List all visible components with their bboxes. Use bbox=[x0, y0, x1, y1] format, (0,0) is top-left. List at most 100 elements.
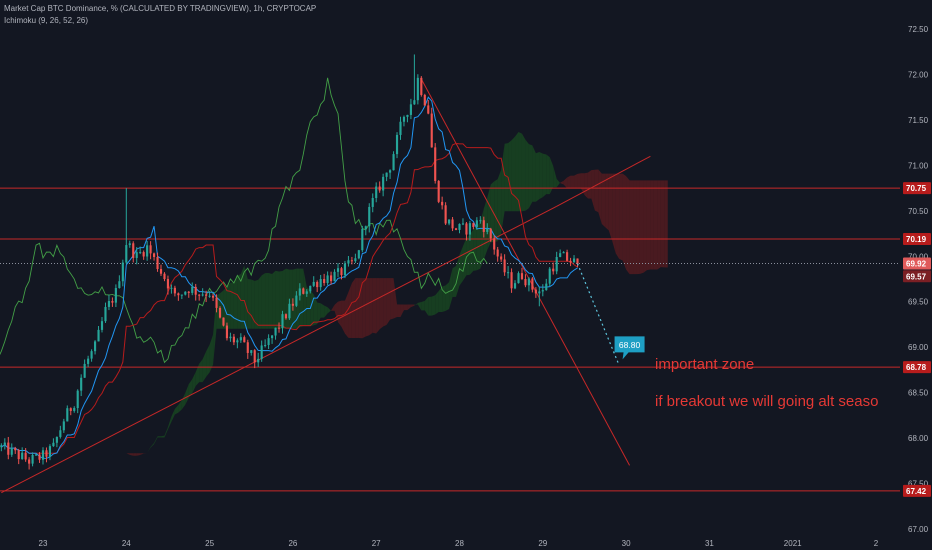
cloud-segment bbox=[379, 278, 384, 330]
candle-body bbox=[465, 223, 468, 235]
candle-body bbox=[302, 288, 305, 294]
cloud-segment bbox=[348, 282, 352, 338]
cloud-segment bbox=[515, 132, 519, 212]
annotations: important zone if breakout we will going … bbox=[655, 356, 878, 410]
candle-body bbox=[270, 335, 274, 339]
cloud-segment bbox=[226, 282, 231, 329]
candle-body bbox=[76, 390, 79, 409]
candle-body bbox=[45, 450, 48, 457]
candle-body bbox=[368, 206, 371, 227]
candle-body bbox=[500, 256, 503, 260]
candle-body bbox=[274, 327, 277, 336]
candle-body bbox=[458, 223, 461, 230]
cloud-segment bbox=[435, 291, 439, 315]
cloud-segment bbox=[532, 145, 536, 202]
candle-body bbox=[545, 283, 548, 291]
candle-body bbox=[430, 113, 433, 148]
time-axis[interactable]: 23 24 25 26 27 28 29 30 31 2021 2 bbox=[0, 538, 932, 550]
cloud-segment bbox=[261, 273, 266, 329]
cloud-segment bbox=[105, 448, 109, 451]
candle-body bbox=[114, 288, 117, 303]
price-tag-label: 69.57 bbox=[906, 272, 927, 281]
candle-body bbox=[357, 250, 360, 259]
candle-body bbox=[538, 291, 541, 294]
candle-body bbox=[451, 219, 454, 229]
cloud-segment bbox=[497, 169, 502, 242]
ichimoku-lines bbox=[0, 77, 578, 459]
price-tag-bg bbox=[903, 270, 931, 283]
cloud-segment bbox=[653, 180, 658, 270]
candle-body bbox=[170, 287, 173, 289]
candle-body bbox=[198, 294, 201, 296]
cloud-segment bbox=[140, 453, 144, 456]
cloud-segment bbox=[268, 272, 273, 329]
candle-body bbox=[260, 345, 263, 359]
candle-body bbox=[305, 291, 308, 294]
candle-body bbox=[104, 306, 107, 322]
price-tag-bg bbox=[903, 484, 931, 497]
candle-body bbox=[90, 351, 93, 359]
candle-body bbox=[336, 268, 340, 272]
cloud-segment bbox=[390, 278, 394, 320]
cloud-segment bbox=[601, 173, 606, 228]
cloud-segment bbox=[629, 180, 634, 275]
price-tag-bg bbox=[903, 361, 931, 374]
candle-body bbox=[211, 295, 215, 298]
candle-body bbox=[441, 201, 444, 206]
candle-body bbox=[194, 286, 197, 295]
candle-body bbox=[326, 275, 329, 283]
cloud-segment bbox=[292, 268, 297, 329]
candle-body bbox=[243, 337, 246, 343]
y-tick-label: 70.50 bbox=[908, 207, 929, 216]
candle-body bbox=[319, 279, 322, 288]
cloud-segment bbox=[126, 453, 130, 455]
candle-body bbox=[277, 327, 281, 329]
cloud-segment bbox=[174, 404, 179, 415]
candle-body bbox=[128, 243, 131, 246]
candle-body bbox=[389, 170, 392, 173]
cloud-segment bbox=[525, 139, 529, 211]
candle-body bbox=[569, 260, 572, 263]
candle-body bbox=[330, 275, 333, 282]
price-tag-label: 69.92 bbox=[906, 260, 927, 269]
candle-body bbox=[17, 450, 20, 460]
cloud-segment bbox=[636, 180, 640, 275]
cloud-segment bbox=[414, 302, 418, 306]
candle-body bbox=[159, 269, 163, 274]
y-tick-label: 67.00 bbox=[908, 525, 929, 534]
cloud-segment bbox=[154, 436, 158, 445]
cloud-segment bbox=[542, 153, 547, 198]
cloud-segment bbox=[161, 435, 165, 438]
trend-line-1 bbox=[1, 205, 557, 494]
candle-body bbox=[55, 436, 58, 443]
cloud-segment bbox=[528, 144, 533, 209]
cloud-segment bbox=[449, 268, 453, 309]
candle-body bbox=[489, 228, 492, 239]
cloud-segment bbox=[289, 269, 293, 329]
candle-body bbox=[118, 281, 121, 289]
candle-body bbox=[100, 321, 104, 330]
cloud-segment bbox=[199, 359, 203, 383]
cloud-segment bbox=[272, 270, 276, 329]
candle-body bbox=[541, 290, 544, 292]
cloud-segment bbox=[539, 152, 543, 200]
cloud-segment bbox=[417, 301, 422, 311]
candle-body bbox=[395, 134, 399, 155]
cloud-segment bbox=[355, 278, 359, 338]
candle-body bbox=[232, 336, 235, 343]
candle-body bbox=[257, 358, 260, 363]
cloud-segment bbox=[570, 175, 575, 188]
cloud-segment bbox=[265, 272, 269, 329]
candle-body bbox=[312, 281, 315, 286]
candle-body bbox=[163, 273, 166, 280]
cloud-segment bbox=[549, 157, 554, 195]
cloud-segment bbox=[258, 275, 262, 329]
candle-body bbox=[402, 116, 406, 122]
price-tag-label: 70.19 bbox=[906, 235, 927, 244]
cloud-segment bbox=[664, 180, 668, 268]
candle-body bbox=[135, 252, 138, 258]
candle-body bbox=[177, 293, 180, 296]
projection-path bbox=[576, 263, 620, 366]
cloud-segment bbox=[213, 295, 217, 365]
